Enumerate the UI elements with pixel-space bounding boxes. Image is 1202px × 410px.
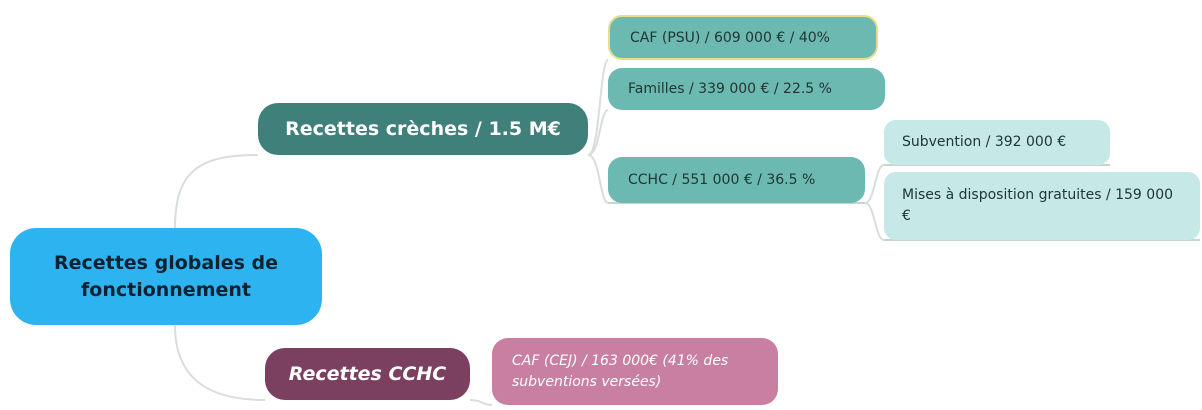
node-label: Familles / 339 000 € / 22.5 % [628,81,832,97]
node-label: CAF (PSU) / 609 000 € / 40% [630,29,830,46]
branch-node: Recettes CCHC [265,348,470,400]
link [174,154,259,229]
leaf-node: CAF (CEJ) / 163 000€ (41% des subvention… [492,338,778,405]
link [587,154,609,204]
underline [608,164,1200,241]
link [864,202,885,241]
node-label: CCHC / 551 000 € / 36.5 % [628,172,816,188]
node-label: Recettes globales de fonctionnement [53,251,279,301]
link [469,399,493,406]
node-label: CAF (CEJ) / 163 000€ (41% des subvention… [512,352,729,390]
link [174,324,266,401]
branch-node: CCHC / 551 000 € / 36.5 % [608,157,865,203]
link [587,109,609,156]
leaf-node: Familles / 339 000 € / 22.5 % [608,68,885,110]
root-node: Recettes globales de fonctionnement [10,228,322,325]
leaf-node: Mises à disposition gratuites / 159 000 … [884,172,1200,240]
node-label: Recettes crèches / 1.5 M€ [285,118,561,140]
branch-node: Recettes crèches / 1.5 M€ [258,103,588,155]
leaf-node: CAF (PSU) / 609 000 € / 40% [608,15,878,60]
node-label: Mises à disposition gratuites / 159 000 … [902,187,1174,224]
link [587,59,609,156]
leaf-node: Subvention / 392 000 € [884,120,1110,165]
node-label: Recettes CCHC [288,363,447,385]
link [864,164,885,204]
node-label: Subvention / 392 000 € [902,134,1067,150]
